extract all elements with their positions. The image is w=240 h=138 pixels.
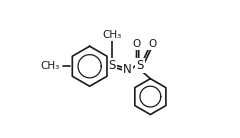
Text: O: O	[132, 39, 141, 49]
Text: N: N	[123, 63, 132, 76]
Text: S: S	[109, 59, 116, 72]
Text: O: O	[148, 39, 156, 49]
Text: CH₃: CH₃	[40, 61, 59, 71]
Text: S: S	[136, 59, 144, 72]
Text: CH₃: CH₃	[103, 30, 122, 40]
